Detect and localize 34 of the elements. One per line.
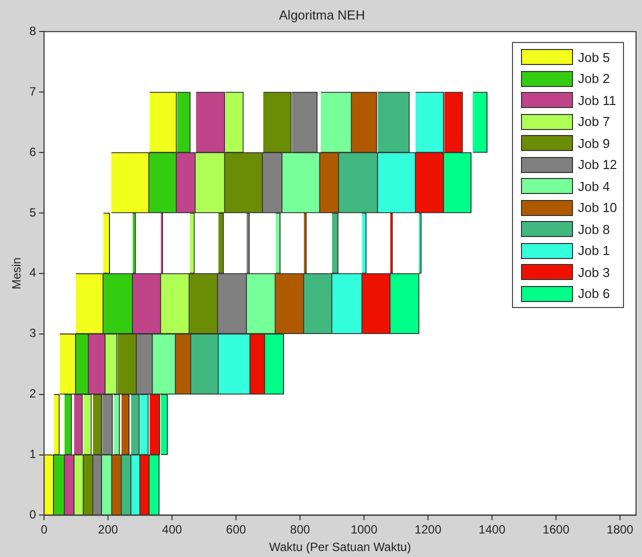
x-tick-label: 800 (290, 522, 310, 537)
legend-label: Job 11 (578, 92, 616, 108)
legend-label: Job 7 (578, 114, 610, 130)
x-tick-label: 1600 (542, 522, 570, 537)
x-tick-label: 400 (162, 522, 182, 537)
x-tick-label: 0 (40, 522, 48, 537)
legend-label: Job 5 (578, 50, 610, 65)
legend-label: Job 6 (578, 286, 610, 302)
legend-label: Job 2 (578, 71, 610, 86)
x-tick-label: 1400 (478, 522, 506, 537)
chart-title: Algoritma NEH (279, 7, 365, 22)
x-tick-label: 600 (226, 522, 246, 537)
legend-label: Job 1 (578, 243, 610, 258)
y-tick-label: 2 (29, 386, 36, 401)
x-tick-label: 1000 (350, 522, 378, 537)
y-tick-label: 3 (29, 326, 36, 340)
legend-label: Job 9 (578, 136, 610, 151)
legend-label: Job 8 (578, 222, 610, 237)
legend-label: Job 3 (578, 264, 610, 280)
x-axis-title: Waktu (Per Satuan Waktu) (269, 540, 411, 554)
y-tick-label: 0 (29, 508, 36, 522)
y-tick-label: 8 (29, 24, 36, 38)
x-tick-label: 1200 (414, 522, 442, 537)
y-tick-label: 4 (29, 266, 36, 280)
legend-label: Job 12 (578, 157, 618, 172)
y-tick-label: 6 (29, 144, 36, 159)
legend-label: Job 10 (578, 200, 618, 216)
x-tick-label: 1800 (606, 522, 634, 537)
legend-label: Job 4 (578, 178, 610, 194)
y-tick-label: 1 (29, 447, 36, 462)
y-tick-label: 5 (29, 205, 36, 220)
y-axis-title: Mesin (10, 257, 24, 290)
y-tick-label: 7 (29, 84, 36, 98)
x-tick-label: 200 (98, 522, 118, 537)
